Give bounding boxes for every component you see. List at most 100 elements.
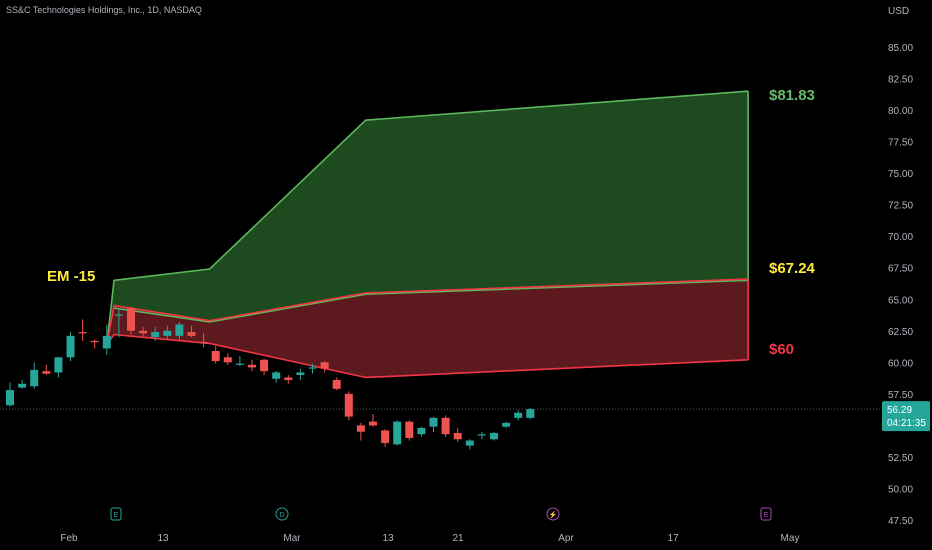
candle-body — [381, 430, 390, 444]
candle — [405, 420, 414, 441]
candle — [187, 325, 196, 338]
candle-body — [114, 314, 123, 316]
candle — [369, 414, 377, 427]
event-markers: E D ⚡ E — [110, 507, 772, 521]
candle — [417, 426, 426, 437]
price-tick-label: 50.00 — [888, 484, 913, 495]
candle-body — [514, 412, 523, 418]
em-label: EM -15 — [47, 268, 95, 285]
chart-title: SS&C Technologies Holdings, Inc., 1D, NA… — [6, 5, 202, 15]
earnings-icon — [110, 507, 122, 521]
candle-body — [526, 409, 535, 418]
candle — [151, 327, 160, 341]
candle — [78, 319, 87, 341]
time-tick-label: Feb — [60, 533, 78, 544]
candle-body — [127, 308, 135, 331]
green-lower-line — [113, 279, 749, 323]
candle — [211, 345, 220, 364]
candle-body — [18, 383, 27, 388]
candle-body — [54, 357, 63, 373]
event-marker-split: ⚡ — [546, 507, 560, 521]
candle — [320, 361, 329, 373]
candle-body — [163, 330, 172, 336]
candle-body — [260, 359, 269, 372]
candle — [235, 356, 244, 367]
candle — [381, 429, 390, 447]
candle-body — [393, 421, 402, 445]
price-tick-label: 47.50 — [888, 516, 913, 527]
candle-body — [356, 425, 365, 432]
candle — [344, 391, 353, 421]
candle-body — [296, 372, 305, 375]
time-tick-label: 17 — [667, 533, 679, 544]
event-marker-symbol: D — [279, 512, 284, 519]
target-labels: EM -15 $81.83 $67.24 $60 — [47, 87, 816, 358]
price-tick-label: 57.50 — [888, 390, 913, 401]
price-tick-label: 82.50 — [888, 75, 913, 86]
candle-body — [187, 332, 196, 336]
candle-body — [42, 371, 51, 374]
candle-body — [6, 390, 14, 406]
candle — [90, 339, 99, 349]
earnings-icon — [760, 507, 772, 521]
candle — [284, 374, 293, 384]
candle — [441, 415, 450, 437]
time-tick-label: Apr — [558, 533, 574, 544]
candle-body — [308, 367, 317, 369]
candle-body — [405, 421, 414, 439]
price-tick-label: 72.50 — [888, 201, 913, 212]
candle — [30, 362, 39, 389]
candle-body — [66, 335, 75, 358]
event-marker-earnings: E — [110, 507, 122, 521]
candle — [6, 382, 14, 407]
dividend-icon — [275, 507, 289, 521]
red-zone — [106, 279, 749, 378]
price-tick-label: 77.50 — [888, 138, 913, 149]
candle — [175, 321, 184, 340]
candle-body — [102, 335, 111, 349]
price-axis[interactable]: 47.5050.0052.5055.0057.5060.0062.5065.00… — [880, 0, 932, 550]
time-tick-label: 21 — [452, 533, 464, 544]
candle-body — [223, 357, 232, 363]
candle — [54, 357, 63, 378]
candle — [429, 416, 438, 432]
time-axis[interactable]: Feb 13 Mar 13 21 Apr 17 May — [60, 533, 799, 544]
last-price-tag: 56.29 04:21:35 — [882, 401, 930, 432]
candle — [526, 407, 535, 420]
candle — [223, 353, 232, 365]
candle — [477, 431, 486, 440]
event-marker-dividend: D — [275, 507, 289, 521]
event-marker-earnings: E — [760, 507, 772, 521]
split-icon — [546, 507, 560, 521]
green-zone — [106, 91, 749, 345]
price-tick-label: 85.00 — [888, 43, 913, 54]
candle-body — [320, 362, 329, 369]
candle-body — [175, 324, 184, 336]
event-marker-symbol: ⚡ — [549, 510, 558, 519]
candle-body — [490, 432, 498, 440]
candle-body — [441, 417, 450, 435]
event-marker-symbol: E — [764, 512, 769, 519]
candle — [42, 364, 51, 375]
expected-move-zones — [0, 90, 880, 410]
candle — [272, 371, 281, 383]
candle-body — [332, 379, 341, 389]
low-target-label: $60 — [769, 341, 794, 358]
candle-body — [453, 432, 462, 440]
candle-body — [199, 342, 208, 344]
price-tick-label: 67.50 — [888, 264, 913, 275]
candle — [102, 324, 111, 355]
candle-body — [30, 369, 39, 387]
price-tag-countdown: 04:21:35 — [887, 418, 926, 429]
candle-body — [139, 330, 148, 334]
price-tick-label: 80.00 — [888, 106, 913, 117]
candle — [248, 359, 256, 372]
time-tick-label: Mar — [283, 533, 301, 544]
price-axis-bg — [880, 0, 932, 550]
candle — [308, 363, 317, 374]
candle — [332, 377, 341, 391]
candle — [139, 327, 148, 336]
price-tick-label: 62.50 — [888, 327, 913, 338]
currency-label: USD — [888, 6, 910, 17]
